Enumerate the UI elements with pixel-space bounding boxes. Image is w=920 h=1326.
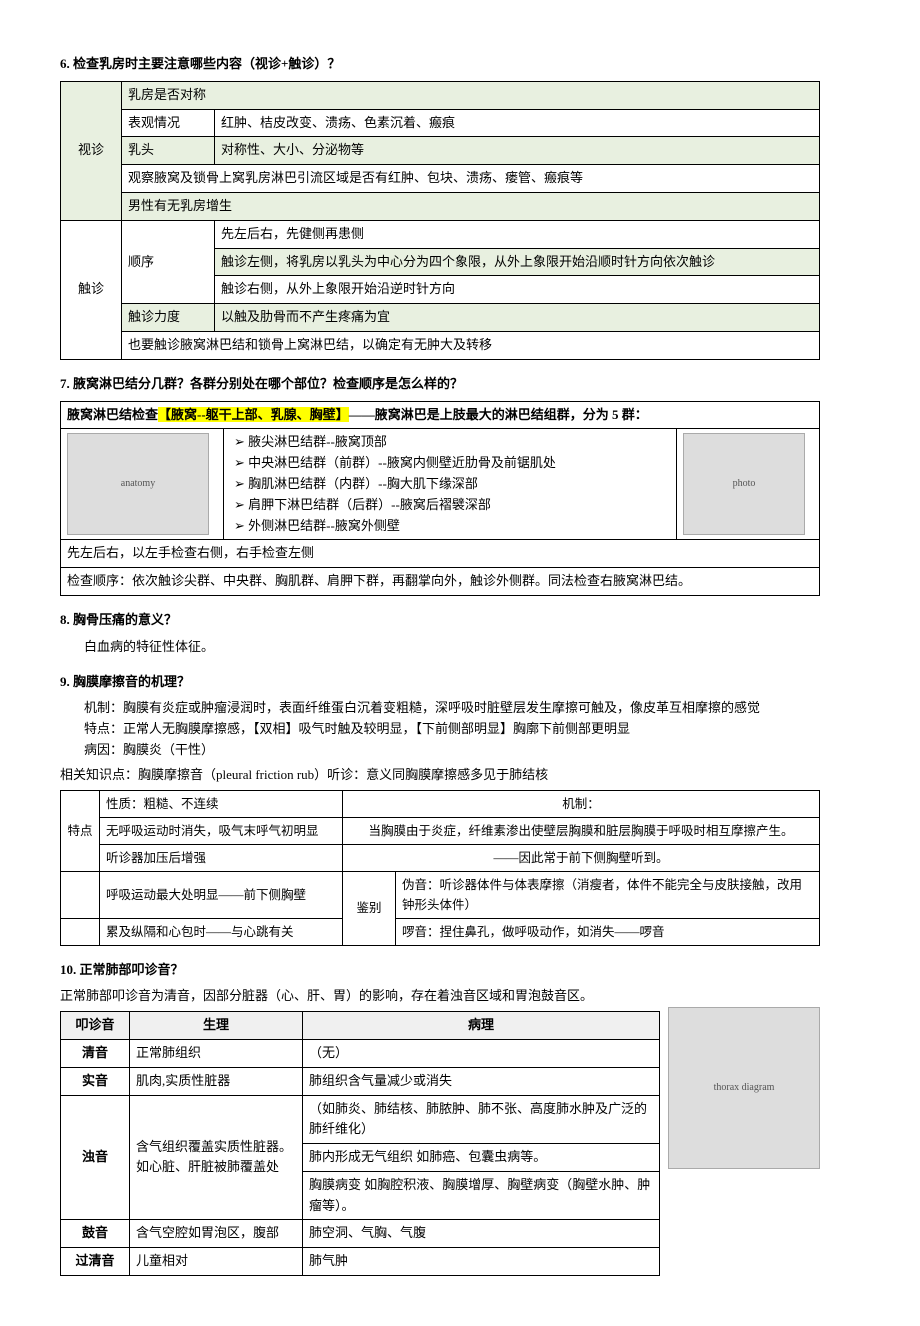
q10-r1b: 正常肺组织 [130,1039,303,1067]
q9-a1: 性质：粗糙、不连续 [100,790,343,817]
q6-r1a: 乳房是否对称 [122,81,820,109]
q9-bhdr: 机制： [343,790,820,817]
q10-r5c: 肺气肿 [303,1248,660,1276]
thorax-diagram: thorax diagram [668,1007,820,1169]
q7-item-1: 腋尖淋巴结群--腋窝顶部 [234,432,670,453]
q6-title: 6. 检查乳房时主要注意哪些内容（视诊+触诊）？ [60,54,820,75]
q6-r7a: 触诊力度 [122,304,215,332]
q7-header-b: 【腋窝--躯干上部、乳腺、胸壁】 [158,407,349,422]
q10-r4a: 鼓音 [61,1220,130,1248]
q10-r5b: 儿童相对 [130,1248,303,1276]
exam-photo: photo [683,433,805,535]
q6-r7b: 以触及肋骨而不产生疼痛为宜 [215,304,820,332]
q10-r3c3: 胸膜病变 如胸腔积液、胸膜增厚、胸壁病变（胸壁水肿、肿瘤等）。 [303,1171,660,1220]
q6-r2b: 红肿、桔皮改变、溃疡、色素沉着、瘢痕 [215,109,820,137]
q6-r3a: 乳头 [122,137,215,165]
q9-p2: 特点：正常人无胸膜摩擦感，【双相】吸气时触及较明显，【下前侧部明显】胸廓下前侧部… [60,719,820,740]
q7-header: 腋窝淋巴结检查【腋窝--躯干上部、乳腺、胸壁】——腋窝淋巴是上肢最大的淋巴结组群… [61,401,820,429]
q9-chdr: 鉴别 [343,871,396,945]
q10-intro: 正常肺部叩诊音为清音，因部分脏器（心、肝、胃）的影响，存在着浊音区域和胃泡鼓音区… [60,986,820,1007]
q7-table: 腋窝淋巴结检查【腋窝--躯干上部、乳腺、胸壁】——腋窝淋巴是上肢最大的淋巴结组群… [60,401,820,596]
q7-item-2: 中央淋巴结群（前群）--腋窝内侧壁近肋骨及前锯肌处 [234,453,670,474]
q6-table: 视诊 乳房是否对称 表观情况 红肿、桔皮改变、溃疡、色素沉着、瘢痕 乳头 对称性… [60,81,820,360]
q7-foot2: 检查顺序：依次触诊尖群、中央群、胸肌群、肩胛下群，再翻掌向外，触诊外侧群。同法检… [61,568,820,596]
q10-r4b: 含气空腔如胃泡区，腹部 [130,1220,303,1248]
q10-r1c: （无） [303,1039,660,1067]
q6-r5a: 男性有无乳房增生 [122,192,820,220]
q6-r6b1: 先左后右，先健侧再患侧 [215,220,820,248]
q10-r3b: 含气组织覆盖实质性脏器。如心脏、肝脏被肺覆盖处 [130,1095,303,1220]
q7-title: 7. 腋窝淋巴结分几群？各群分别处在哪个部位？检查顺序是怎么样的？ [60,374,820,395]
q6-r8a: 也要触诊腋窝淋巴结和锁骨上窝淋巴结，以确定有无肿大及转移 [122,331,820,359]
q10-table: 叩诊音 生理 病理 清音 正常肺组织 （无） 实音 肌肉,实质性脏器 肺组织含气… [60,1011,660,1276]
q8-title: 8. 胸骨压痛的意义？ [60,610,820,631]
anatomy-image: anatomy [67,433,209,535]
q6-r1c1: 视诊 [61,81,122,220]
q9-c1: 伪音：听诊器体件与体表摩擦（消瘦者，体件不能完全与皮肤接触，改用钟形头体件） [396,871,820,918]
q10-r2a: 实音 [61,1067,130,1095]
q10-r5a: 过清音 [61,1248,130,1276]
q6-r6c1: 触诊 [61,220,122,359]
q6-r3b: 对称性、大小、分泌物等 [215,137,820,165]
q7-header-c: ——腋窝淋巴是上肢最大的淋巴结组群，分为 5 群： [349,407,648,422]
q9-b1: 当胸膜由于炎症，纤维素渗出使壁层胸膜和脏层胸膜于呼吸时相互摩擦产生。 [343,817,820,844]
q10-r1a: 清音 [61,1039,130,1067]
q10-r2b: 肌肉,实质性脏器 [130,1067,303,1095]
q9-table: 特点 性质：粗糙、不连续 机制： 无呼吸运动时消失，吸气末呼气初明显 当胸膜由于… [60,790,820,946]
q9-c2: 啰音：捏住鼻孔，做呼吸动作，如消失——啰音 [396,918,820,945]
q7-header-a: 腋窝淋巴结检查 [67,407,158,422]
q9-p4: 相关知识点：胸膜摩擦音（pleural friction rub）听诊：意义同胸… [60,765,820,786]
q10-r4c: 肺空洞、气胸、气腹 [303,1220,660,1248]
q10-h1: 叩诊音 [61,1012,130,1040]
q7-item-5: 外侧淋巴结群--腋窝外侧壁 [234,516,670,537]
q7-item-3: 胸肌淋巴结群（内群）--胸大肌下缘深部 [234,474,670,495]
q10-title: 10. 正常肺部叩诊音？ [60,960,820,981]
q9-a4: 呼吸运动最大处明显——前下侧胸壁 [100,871,343,918]
q9-p3: 病因：胸膜炎（干性） [60,740,820,761]
q7-foot1: 先左后右，以左手检查右侧，右手检查左侧 [61,540,820,568]
q7-list-cell: 腋尖淋巴结群--腋窝顶部 中央淋巴结群（前群）--腋窝内侧壁近肋骨及前锯肌处 胸… [224,429,677,540]
q9-a5: 累及纵隔和心包时——与心跳有关 [100,918,343,945]
q6-r6b2: 触诊左侧，将乳房以乳头为中心分为四个象限，从外上象限开始沿顺时针方向依次触诊 [215,248,820,276]
q9-col1: 特点 [61,790,100,871]
q10-r3c1: （如肺炎、肺结核、肺脓肿、肺不张、高度肺水肿及广泛的肺纤维化） [303,1095,660,1144]
q6-r4a: 观察腋窝及锁骨上窝乳房淋巴引流区域是否有红肿、包块、溃疡、瘘管、瘢痕等 [122,165,820,193]
q6-r2a: 表观情况 [122,109,215,137]
q10-h3: 病理 [303,1012,660,1040]
q6-r6b3: 触诊右侧，从外上象限开始沿逆时针方向 [215,276,820,304]
q10-r2c: 肺组织含气量减少或消失 [303,1067,660,1095]
q9-a2: 无呼吸运动时消失，吸气末呼气初明显 [100,817,343,844]
q10-r3a: 浊音 [61,1095,130,1220]
q9-a3: 听诊器加压后增强 [100,844,343,871]
q6-r6a: 顺序 [122,220,215,303]
q7-item-4: 肩胛下淋巴结群（后群）--腋窝后褶襞深部 [234,495,670,516]
q9-title: 9. 胸膜摩擦音的机理？ [60,672,820,693]
q9-b2: ——因此常于前下侧胸壁听到。 [343,844,820,871]
q10-h2: 生理 [130,1012,303,1040]
q9-p1: 机制：胸膜有炎症或肿瘤浸润时，表面纤维蛋白沉着变粗糙，深呼吸时脏壁层发生摩擦可触… [60,698,820,719]
q10-r3c2: 肺内形成无气组织 如肺癌、包囊虫病等。 [303,1144,660,1172]
q8-body: 白血病的特征性体征。 [60,637,820,658]
